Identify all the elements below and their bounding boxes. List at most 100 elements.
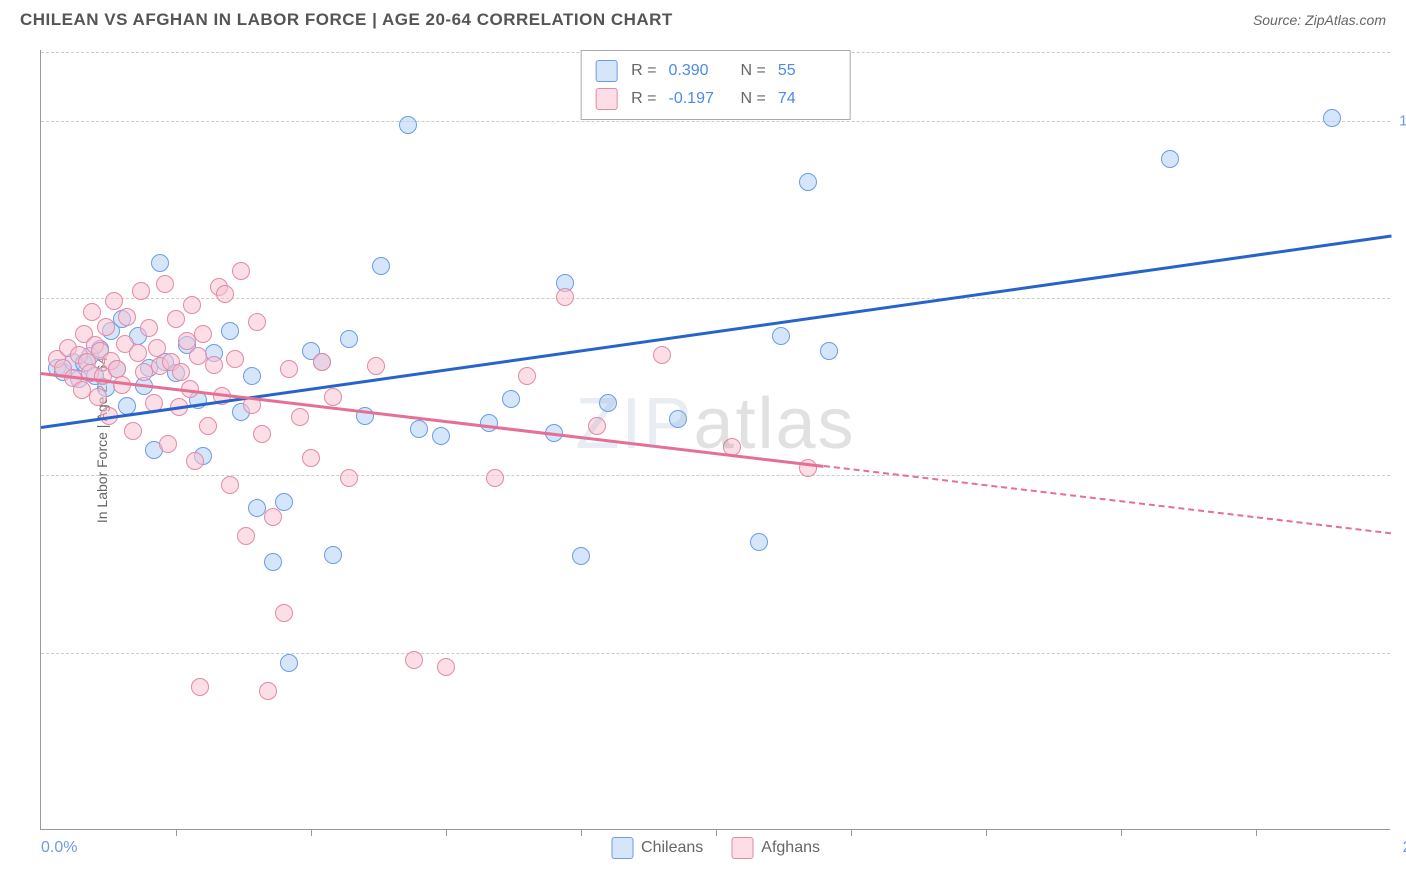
data-point — [291, 408, 309, 426]
data-point — [205, 356, 223, 374]
x-max-label: 25.0% — [1403, 839, 1406, 857]
data-point — [280, 654, 298, 672]
data-point — [669, 410, 687, 428]
header: CHILEAN VS AFGHAN IN LABOR FORCE | AGE 2… — [0, 0, 1406, 40]
chart-title: CHILEAN VS AFGHAN IN LABOR FORCE | AGE 2… — [20, 10, 673, 30]
data-point — [129, 344, 147, 362]
data-point — [264, 508, 282, 526]
data-point — [324, 546, 342, 564]
x-tick — [986, 829, 987, 836]
plot-surface: 62.5%75.0%87.5%100.0% — [41, 50, 1390, 829]
data-point — [772, 327, 790, 345]
y-tick-label: 100.0% — [1399, 112, 1406, 129]
x-tick — [1121, 829, 1122, 836]
data-point — [572, 547, 590, 565]
data-point — [502, 390, 520, 408]
gridline-h — [41, 475, 1390, 476]
x-min-label: 0.0% — [41, 839, 77, 857]
n-label: N = — [741, 62, 766, 80]
data-point — [118, 308, 136, 326]
data-point — [372, 257, 390, 275]
legend-label-afghans: Afghans — [761, 839, 820, 857]
data-point — [367, 357, 385, 375]
n-label: N = — [741, 90, 766, 108]
legend-item-afghans: Afghans — [731, 837, 820, 859]
legend-correlation: R = 0.390 N = 55 R = -0.197 N = 74 — [580, 50, 851, 120]
data-point — [221, 476, 239, 494]
gridline-h — [41, 653, 1390, 654]
data-point — [183, 296, 201, 314]
data-point — [599, 394, 617, 412]
data-point — [432, 427, 450, 445]
data-point — [1161, 150, 1179, 168]
x-tick — [446, 829, 447, 836]
data-point — [480, 414, 498, 432]
data-point — [588, 417, 606, 435]
gridline-h — [41, 121, 1390, 122]
data-point — [653, 346, 671, 364]
data-point — [156, 275, 174, 293]
data-point — [151, 254, 169, 272]
data-point — [275, 604, 293, 622]
data-point — [280, 360, 298, 378]
legend-row-chileans: R = 0.390 N = 55 — [595, 57, 836, 85]
data-point — [264, 553, 282, 571]
data-point — [194, 325, 212, 343]
data-point — [324, 388, 342, 406]
data-point — [124, 422, 142, 440]
n-value-chileans: 55 — [778, 62, 836, 80]
data-point — [313, 353, 331, 371]
data-point — [259, 682, 277, 700]
data-point — [340, 469, 358, 487]
data-point — [83, 303, 101, 321]
x-tick — [1256, 829, 1257, 836]
data-point — [799, 173, 817, 191]
r-label: R = — [631, 90, 656, 108]
data-point — [410, 420, 428, 438]
data-point — [191, 678, 209, 696]
data-point — [89, 388, 107, 406]
data-point — [253, 425, 271, 443]
data-point — [518, 367, 536, 385]
chart-area: In Labor Force | Age 20-64 ZIPatlas R = … — [40, 50, 1390, 830]
swatch-afghans — [595, 88, 617, 110]
r-value-chileans: 0.390 — [669, 62, 727, 80]
swatch-chileans — [611, 837, 633, 859]
data-point — [302, 449, 320, 467]
data-point — [216, 285, 234, 303]
data-point — [97, 318, 115, 336]
data-point — [237, 527, 255, 545]
data-point — [1323, 109, 1341, 127]
x-tick — [311, 829, 312, 836]
data-point — [221, 322, 239, 340]
data-point — [820, 342, 838, 360]
data-point — [159, 435, 177, 453]
x-tick — [851, 829, 852, 836]
data-point — [437, 658, 455, 676]
gridline-h — [41, 298, 1390, 299]
data-point — [232, 262, 250, 280]
data-point — [405, 651, 423, 669]
data-point — [167, 310, 185, 328]
r-value-afghans: -0.197 — [669, 90, 727, 108]
x-tick — [581, 829, 582, 836]
data-point — [750, 533, 768, 551]
data-point — [340, 330, 358, 348]
n-value-afghans: 74 — [778, 90, 836, 108]
data-point — [132, 282, 150, 300]
r-label: R = — [631, 62, 656, 80]
legend-series: Chileans Afghans — [611, 837, 820, 859]
data-point — [199, 417, 217, 435]
data-point — [148, 339, 166, 357]
legend-label-chileans: Chileans — [641, 839, 703, 857]
data-point — [140, 319, 158, 337]
swatch-afghans — [731, 837, 753, 859]
legend-row-afghans: R = -0.197 N = 74 — [595, 85, 836, 113]
legend-item-chileans: Chileans — [611, 837, 703, 859]
data-point — [243, 367, 261, 385]
data-point — [486, 469, 504, 487]
swatch-chileans — [595, 60, 617, 82]
data-point — [248, 313, 266, 331]
data-point — [399, 116, 417, 134]
data-point — [226, 350, 244, 368]
